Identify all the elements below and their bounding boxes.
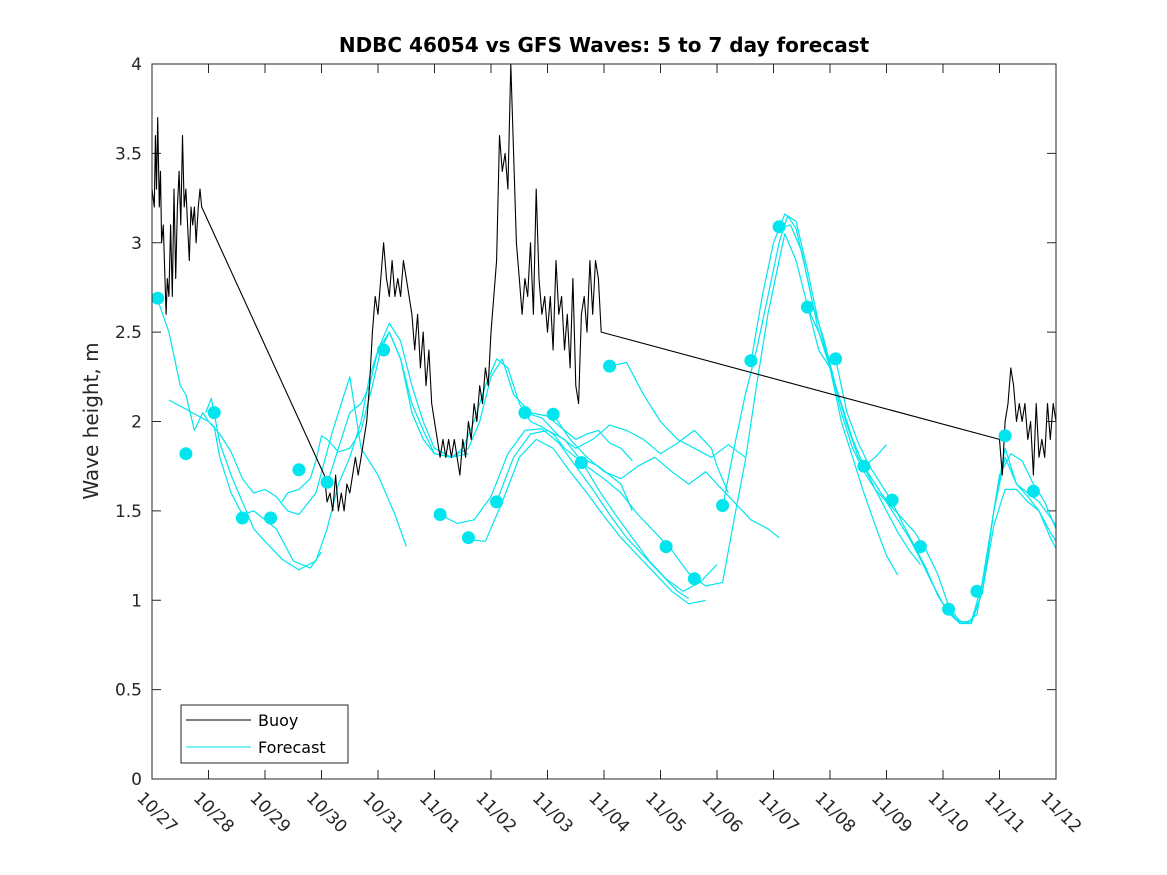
forecast-marker bbox=[829, 352, 843, 366]
y-tick-label: 4 bbox=[131, 55, 142, 75]
forecast-marker bbox=[320, 475, 334, 489]
x-tick-label: 11/01 bbox=[415, 788, 464, 837]
axis-ticks bbox=[151, 63, 1057, 780]
forecast-line bbox=[524, 412, 729, 494]
y-tick-label: 1 bbox=[131, 591, 142, 611]
forecast-line bbox=[552, 413, 780, 539]
y-tick-label: 2 bbox=[131, 413, 142, 433]
y-tick-labels: 0 0.5 1 1.5 2 2.5 3 3.5 4 bbox=[115, 55, 142, 790]
x-tick-label: 11/09 bbox=[867, 788, 916, 837]
x-tick-label: 10/29 bbox=[245, 788, 294, 837]
forecast-line bbox=[609, 361, 746, 458]
x-tick-label: 11/02 bbox=[471, 788, 520, 837]
y-tick-label: 1.5 bbox=[115, 502, 142, 522]
forecast-marker bbox=[461, 531, 475, 545]
forecast-line bbox=[205, 322, 469, 571]
forecast-marker bbox=[716, 499, 730, 512]
forecast-marker bbox=[970, 584, 984, 598]
forecast-markers bbox=[152, 220, 1040, 616]
forecast-marker bbox=[913, 540, 927, 554]
x-tick-label: 11/07 bbox=[754, 788, 803, 837]
y-tick-label: 0.5 bbox=[115, 681, 142, 701]
forecast-marker bbox=[546, 407, 560, 421]
forecast-marker bbox=[857, 459, 871, 473]
y-tick-label: 0 bbox=[131, 770, 142, 790]
x-tick-label: 11/05 bbox=[641, 788, 690, 837]
x-tick-label: 10/28 bbox=[189, 788, 238, 837]
x-tick-label: 11/12 bbox=[1036, 788, 1085, 837]
forecast-marker bbox=[433, 508, 447, 521]
forecast-line bbox=[496, 429, 718, 592]
buoy-series bbox=[152, 64, 1056, 512]
forecast-marker bbox=[377, 343, 391, 357]
x-tick-label: 10/30 bbox=[302, 788, 351, 837]
x-tick-label: 11/08 bbox=[810, 788, 859, 837]
x-tick-label: 10/31 bbox=[358, 788, 407, 837]
forecast-marker bbox=[490, 495, 504, 509]
forecast-marker bbox=[772, 220, 786, 234]
x-tick-label: 11/11 bbox=[980, 788, 1029, 837]
forecast-marker bbox=[207, 406, 221, 420]
legend: Buoy Forecast bbox=[180, 704, 349, 764]
forecast-line bbox=[168, 376, 407, 547]
y-axis-label: Wave height, m bbox=[79, 342, 103, 499]
x-tick-label: 11/03 bbox=[528, 788, 577, 837]
forecast-line bbox=[468, 438, 706, 605]
forecast-line bbox=[948, 447, 1056, 625]
forecast-marker bbox=[574, 456, 588, 470]
x-tick-label: 11/04 bbox=[584, 788, 633, 837]
forecast-marker bbox=[885, 493, 899, 507]
forecast-line bbox=[778, 224, 1056, 623]
plot-area bbox=[152, 64, 1056, 779]
forecast-marker bbox=[152, 291, 165, 305]
forecast-line bbox=[326, 331, 633, 485]
legend-forecast-label: Forecast bbox=[258, 738, 326, 757]
y-tick-label: 3.5 bbox=[115, 144, 142, 164]
x-tick-labels: 10/27 10/28 10/29 10/30 10/31 11/01 11/02 11/03… bbox=[132, 788, 1085, 837]
forecast-marker bbox=[1026, 484, 1040, 498]
x-tick-label: 11/10 bbox=[923, 788, 972, 837]
forecast-marker bbox=[292, 463, 306, 477]
chart-title: NDBC 46054 vs GFS Waves: 5 to 7 day fore… bbox=[339, 33, 870, 57]
x-tick-label: 11/06 bbox=[697, 788, 746, 837]
legend-buoy-label: Buoy bbox=[258, 711, 298, 730]
forecast-marker bbox=[744, 354, 758, 368]
buoy-line bbox=[152, 64, 1056, 512]
legend-box bbox=[180, 704, 349, 764]
forecast-marker bbox=[659, 540, 673, 554]
forecast-marker bbox=[603, 359, 617, 373]
y-tick-label: 2.5 bbox=[115, 323, 142, 343]
forecast-marker bbox=[942, 602, 956, 616]
forecast-marker bbox=[687, 572, 701, 586]
forecast-marker bbox=[800, 300, 814, 314]
plot-frame bbox=[151, 63, 1057, 780]
forecast-marker bbox=[179, 447, 193, 461]
forecast-marker bbox=[235, 511, 249, 525]
forecast-marker bbox=[518, 406, 532, 420]
forecast-line bbox=[157, 299, 322, 569]
y-tick-label: 3 bbox=[131, 234, 142, 254]
forecast-marker bbox=[998, 429, 1012, 443]
forecast-marker bbox=[264, 511, 278, 525]
forecast-line bbox=[581, 233, 831, 587]
x-tick-label: 10/27 bbox=[132, 788, 181, 837]
